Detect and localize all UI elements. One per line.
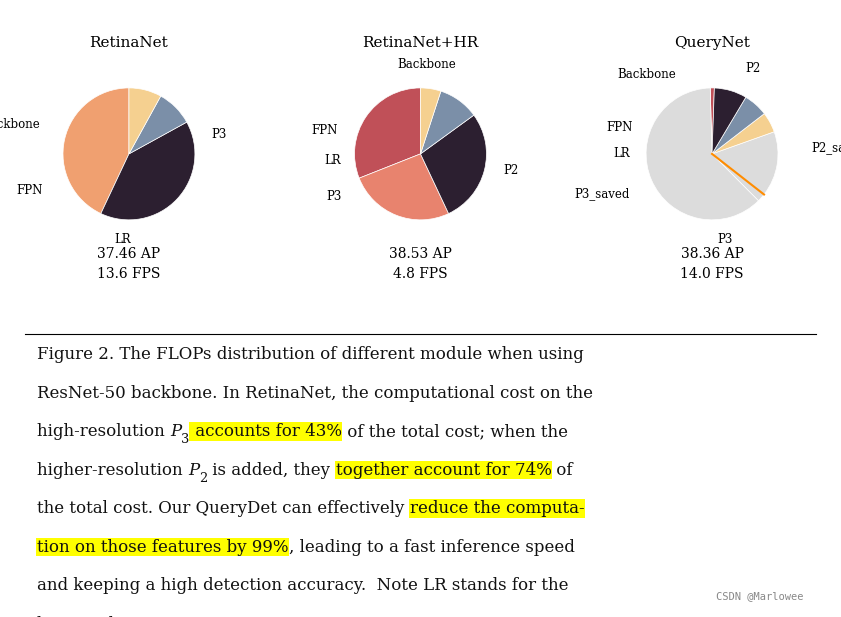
Wedge shape xyxy=(710,88,714,154)
Wedge shape xyxy=(712,132,778,194)
Text: 37.46 AP: 37.46 AP xyxy=(98,247,161,261)
Title: RetinaNet+HR: RetinaNet+HR xyxy=(362,36,479,49)
Wedge shape xyxy=(420,115,486,213)
Text: P2: P2 xyxy=(503,164,518,177)
Text: , leading to a fast inference speed: , leading to a fast inference speed xyxy=(288,539,574,556)
Text: CSDN @Marlowee: CSDN @Marlowee xyxy=(717,591,804,601)
Text: and keeping a high detection accuracy.  Note LR stands for the: and keeping a high detection accuracy. N… xyxy=(37,577,569,594)
Text: P: P xyxy=(162,616,173,617)
Wedge shape xyxy=(129,96,187,154)
Text: together account for 74%: together account for 74% xyxy=(336,462,552,479)
Text: FPN: FPN xyxy=(17,184,43,197)
Text: P2_saved: P2_saved xyxy=(811,141,841,154)
Wedge shape xyxy=(355,88,420,178)
Text: accounts for 43%: accounts for 43% xyxy=(189,423,341,440)
Wedge shape xyxy=(129,88,161,154)
Text: low-resolution: low-resolution xyxy=(37,616,162,617)
Text: 14.0 FPS: 14.0 FPS xyxy=(680,267,743,281)
Wedge shape xyxy=(359,154,448,220)
Text: P2: P2 xyxy=(745,62,760,75)
Text: tion on those features by 99%: tion on those features by 99% xyxy=(37,539,288,556)
Text: reduce the computa-: reduce the computa- xyxy=(410,500,584,517)
Text: LR: LR xyxy=(114,233,130,246)
Text: Backbone: Backbone xyxy=(398,59,457,72)
Text: P3: P3 xyxy=(717,233,733,246)
Text: P3: P3 xyxy=(326,190,341,203)
Wedge shape xyxy=(420,88,441,154)
Wedge shape xyxy=(101,122,195,220)
Text: .: . xyxy=(229,616,234,617)
Text: high-resolution: high-resolution xyxy=(37,423,170,440)
Wedge shape xyxy=(420,91,473,154)
Wedge shape xyxy=(712,88,746,154)
Text: P3_saved: P3_saved xyxy=(574,187,630,200)
Text: P: P xyxy=(209,616,220,617)
Title: QueryNet: QueryNet xyxy=(674,36,750,49)
Text: higher-resolution: higher-resolution xyxy=(37,462,188,479)
Text: the total cost. Our QueryDet can effectively: the total cost. Our QueryDet can effecti… xyxy=(37,500,410,517)
Text: P3: P3 xyxy=(211,128,227,141)
Wedge shape xyxy=(712,114,775,154)
Text: 4.8 FPS: 4.8 FPS xyxy=(394,267,447,281)
Text: 3: 3 xyxy=(181,433,189,446)
Wedge shape xyxy=(63,88,129,213)
Text: of: of xyxy=(552,462,573,479)
Title: RetinaNet: RetinaNet xyxy=(90,36,168,49)
Text: 38.36 AP: 38.36 AP xyxy=(680,247,743,261)
Text: FPN: FPN xyxy=(606,121,633,134)
Text: ResNet-50 backbone. In RetinaNet, the computational cost on the: ResNet-50 backbone. In RetinaNet, the co… xyxy=(37,384,593,402)
Text: FPN: FPN xyxy=(312,124,338,138)
Wedge shape xyxy=(712,97,764,154)
Text: Figure 2. The FLOPs distribution of different module when using: Figure 2. The FLOPs distribution of diff… xyxy=(37,346,584,363)
Text: 13.6 FPS: 13.6 FPS xyxy=(98,267,161,281)
Text: P: P xyxy=(188,462,199,479)
Text: 38.53 AP: 38.53 AP xyxy=(389,247,452,261)
Wedge shape xyxy=(712,154,764,201)
Text: Backbone: Backbone xyxy=(617,68,676,81)
Text: LR: LR xyxy=(325,154,341,167)
Text: is added, they: is added, they xyxy=(207,462,336,479)
Text: to: to xyxy=(182,616,209,617)
Text: 2: 2 xyxy=(199,471,207,484)
Text: P: P xyxy=(170,423,181,440)
Text: LR: LR xyxy=(613,147,630,160)
Wedge shape xyxy=(646,88,759,220)
Text: Backbone: Backbone xyxy=(0,118,40,131)
Text: of the total cost; when the: of the total cost; when the xyxy=(341,423,568,440)
